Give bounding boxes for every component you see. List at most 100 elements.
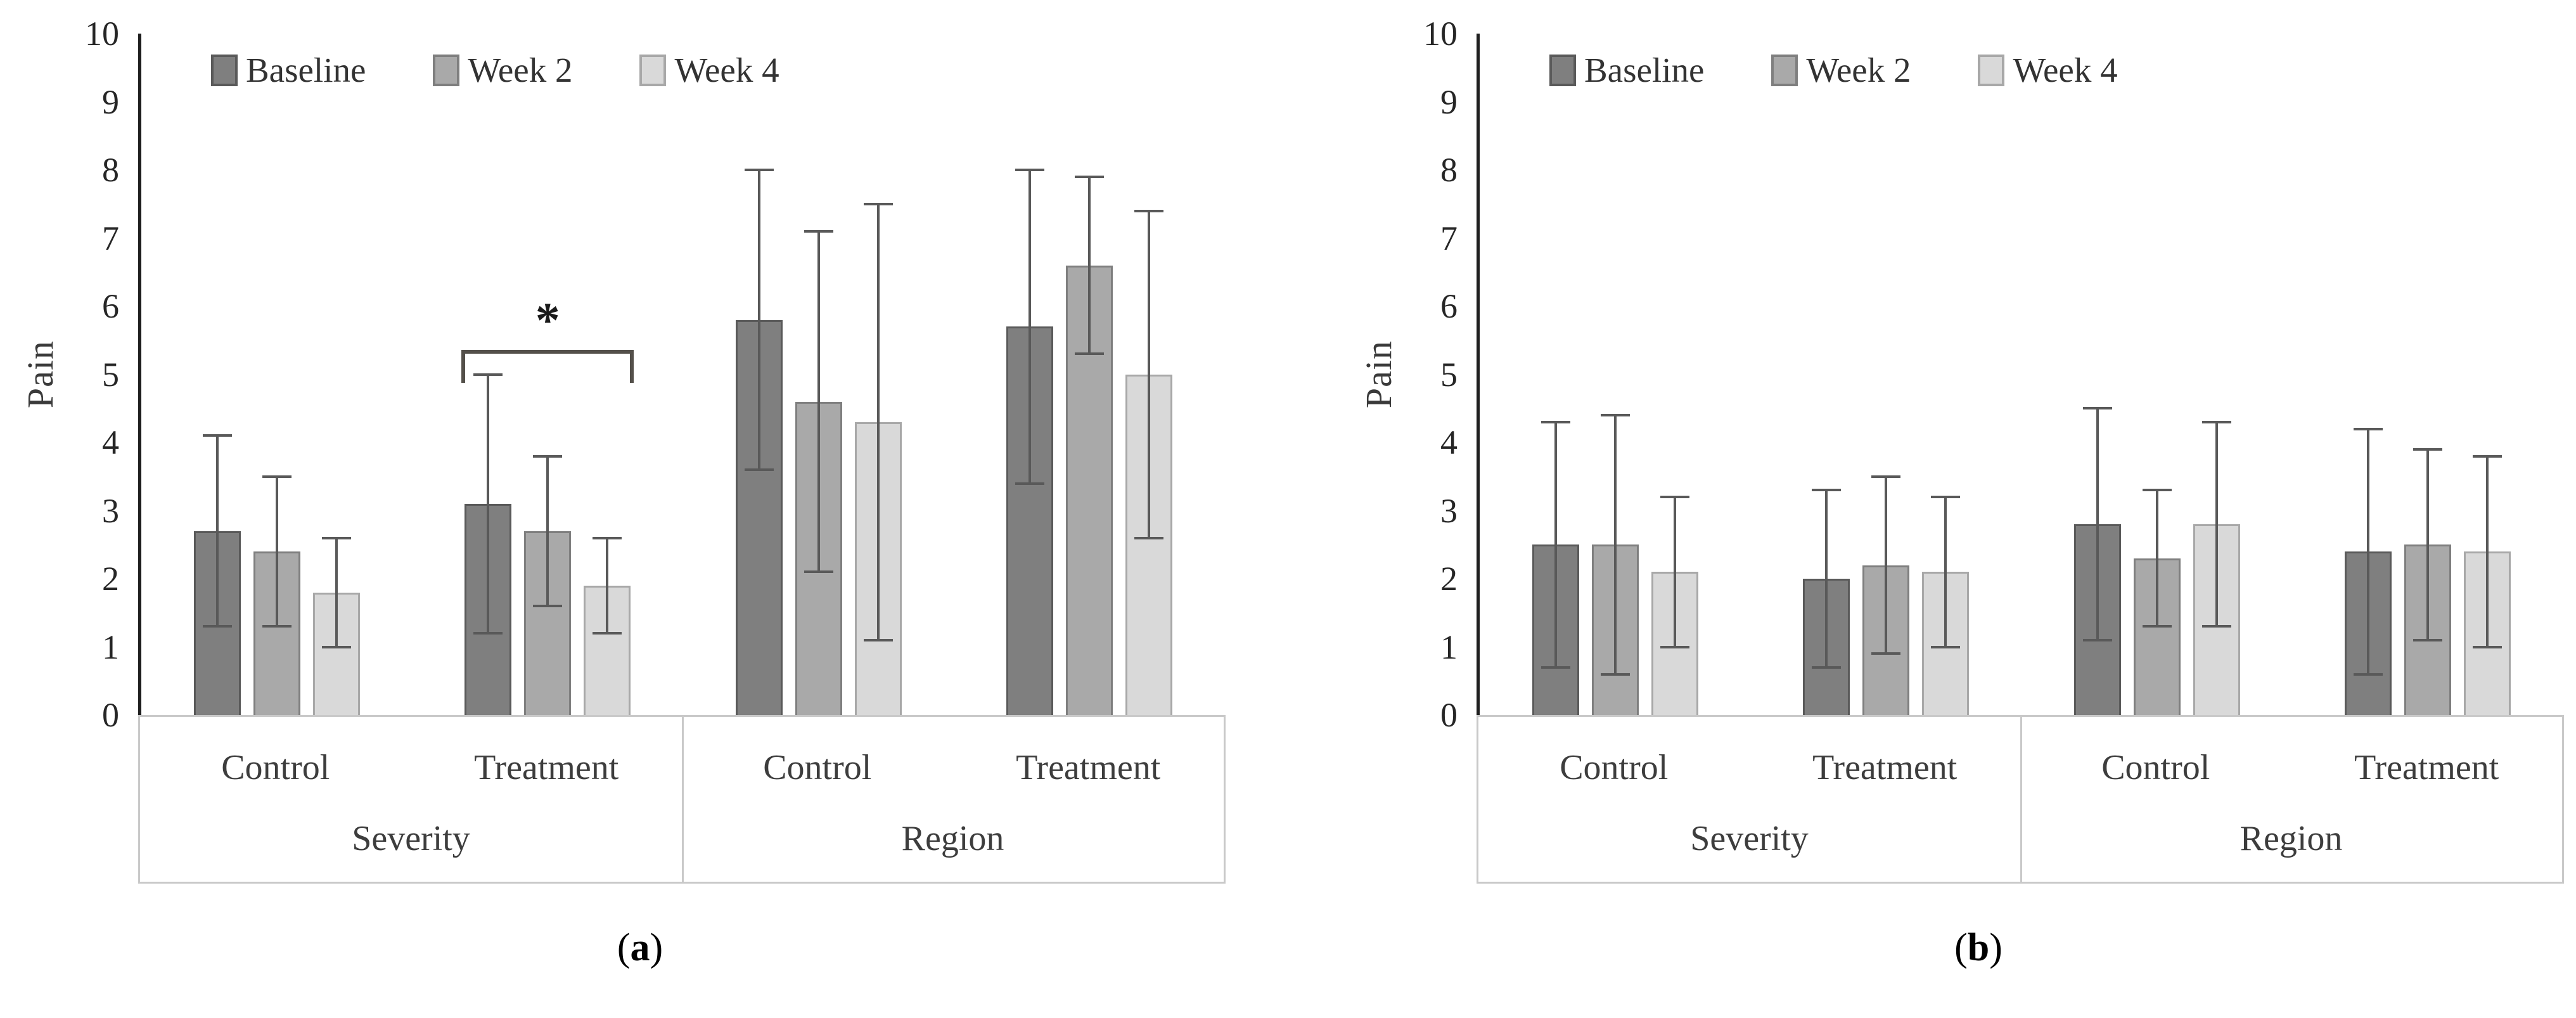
error-bar-cap [744, 169, 774, 171]
error-bar-cap [321, 536, 351, 539]
y-tick-label: 6 [1440, 287, 1458, 325]
error-bar-cap [1075, 352, 1105, 356]
y-tick-label: 2 [102, 560, 119, 598]
error-bar-cap [1015, 482, 1045, 485]
y-tick-label: 0 [102, 696, 119, 734]
legend-item: Week 2 [433, 50, 572, 90]
error-bar-cap [1660, 496, 1689, 498]
pain-bar-chart-b: Pain 10 9 8 7 6 5 4 3 2 1 0 Baseline Week 2 Week 4 C… [1345, 5, 2576, 1013]
error-bar-line [876, 203, 880, 640]
error-bar-cap [1660, 645, 1689, 648]
chart-caption: (b) [1954, 926, 2002, 969]
legend-swatch-icon [1978, 54, 2005, 86]
error-bar-line [335, 538, 338, 647]
error-bar-cap [202, 434, 232, 437]
error-bar-line [817, 231, 820, 572]
error-bar-cap [1812, 489, 1842, 492]
category-label-region-control: Control [2101, 748, 2210, 787]
legend-swatch-icon [1549, 54, 1576, 86]
y-tick-label: 1 [1440, 628, 1458, 666]
error-bar-cap [2142, 625, 2172, 628]
category-label-region-treatment: Treatment [2354, 748, 2499, 787]
category-label-severity-treatment: Treatment [474, 748, 619, 787]
error-bar-line [2215, 422, 2218, 627]
error-bar-cap [2354, 673, 2383, 676]
error-bar-line [2426, 449, 2430, 640]
y-tick-label: 2 [1440, 560, 1458, 598]
error-bar-cap [262, 475, 292, 478]
error-bar-cap [262, 625, 292, 628]
error-bar-line [1673, 497, 1676, 647]
pain-bar-chart-a: Pain 10 9 8 7 6 5 4 3 2 1 0 Baseline Week 2 Week 4 *… [6, 5, 1274, 1013]
legend-item: Baseline [1549, 50, 1704, 90]
error-bar-line [1885, 476, 1888, 654]
error-bar-cap [744, 468, 774, 471]
legend: Baseline Week 2 Week 4 [1549, 50, 2118, 90]
error-bar-cap [2413, 448, 2443, 451]
error-bar-cap [1134, 209, 1164, 212]
error-bar-line [2096, 408, 2099, 640]
legend-swatch-icon [211, 54, 238, 86]
group-label-region: Region [901, 819, 1004, 858]
error-bar-cap [2082, 638, 2112, 641]
legend-label: Week 2 [1806, 51, 1911, 89]
error-bar-cap [1931, 496, 1961, 498]
group-label-severity: Severity [1690, 819, 1809, 858]
legend-item: Week 2 [1771, 50, 1911, 90]
error-bar-cap [1134, 536, 1164, 539]
significance-bracket-tick [461, 354, 466, 383]
error-bar-cap [473, 632, 503, 635]
legend-label: Baseline [1584, 51, 1705, 89]
error-bar-line [275, 476, 278, 627]
error-bar-line [487, 374, 490, 633]
y-tick-label: 4 [1440, 423, 1458, 461]
plot-area: Baseline Week 2 Week 4 [1477, 34, 2563, 715]
error-bar-cap [1075, 175, 1105, 178]
y-tick-label: 4 [102, 423, 119, 461]
y-tick-label: 5 [1440, 355, 1458, 394]
error-bar-line [1028, 170, 1032, 484]
category-label-severity-treatment: Treatment [1812, 748, 1958, 787]
error-bar-cap [1541, 420, 1570, 423]
legend-item: Week 4 [1978, 50, 2118, 90]
chart-caption: (a) [617, 926, 663, 969]
y-tick-label: 9 [1440, 82, 1458, 121]
group-divider-line [682, 717, 684, 882]
error-bar-cap [2142, 489, 2172, 492]
legend-item: Week 4 [639, 50, 779, 90]
error-bar-line [1825, 490, 1828, 667]
error-bar-line [2155, 490, 2158, 627]
error-bar-cap [804, 570, 833, 574]
category-axis-box: Control Treatment Severity Control Treatment… [138, 715, 1226, 884]
legend-label: Week 2 [468, 51, 573, 89]
y-tick-label: 0 [1440, 696, 1458, 734]
error-bar-line [1088, 176, 1091, 354]
error-bar-cap [1812, 666, 1842, 669]
error-bar-line [546, 456, 549, 606]
category-label-region-control: Control [763, 748, 872, 787]
error-bar-cap [533, 605, 563, 607]
plot-area: Baseline Week 2 Week 4 * [138, 34, 1225, 715]
y-tick-label: 5 [102, 355, 119, 394]
error-bar-cap [1541, 666, 1570, 669]
error-bar-cap [2354, 427, 2383, 430]
error-bar-line [1148, 210, 1151, 538]
error-bar-line [2486, 456, 2489, 647]
error-bar-cap [1871, 652, 1901, 655]
y-tick-label: 7 [1440, 219, 1458, 257]
legend-label: Week 4 [674, 51, 779, 89]
legend-swatch-icon [639, 54, 667, 86]
y-tick-label: 10 [1423, 15, 1458, 53]
y-tick-label: 8 [102, 151, 119, 189]
significance-bracket-line [461, 350, 634, 354]
significance-bracket-tick [630, 354, 634, 383]
legend-label: Week 4 [2013, 51, 2118, 89]
error-bar-line [1613, 415, 1617, 674]
legend-swatch-icon [433, 54, 460, 86]
error-bar-cap [321, 645, 351, 648]
y-tick-label: 8 [1440, 151, 1458, 189]
error-bar-line [757, 170, 760, 470]
error-bar-line [1944, 497, 1947, 647]
legend: Baseline Week 2 Week 4 [211, 50, 779, 90]
error-bar-cap [2082, 407, 2112, 410]
